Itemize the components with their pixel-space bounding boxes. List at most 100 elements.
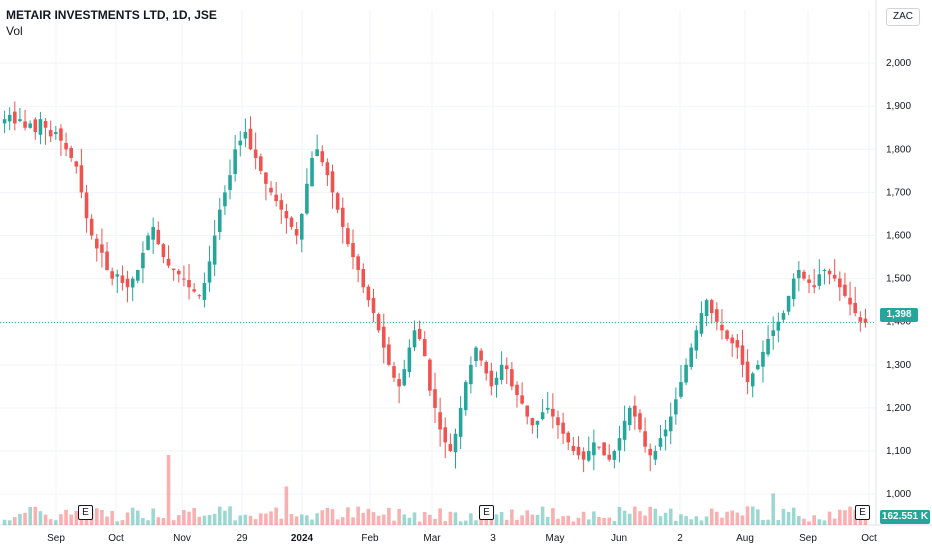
last-volume-badge: 162.551 K [880, 510, 930, 524]
candle-body [602, 442, 606, 456]
earnings-marker[interactable]: E [78, 505, 93, 520]
volume-bar [305, 515, 309, 525]
candle-body [120, 275, 125, 283]
volume-bar [730, 510, 735, 525]
volume-bar [279, 518, 284, 525]
volume-indicator-label[interactable]: Vol [6, 24, 23, 38]
volume-bar [171, 520, 176, 525]
x-tick-label: Aug [736, 533, 754, 544]
volume-bar [243, 514, 248, 525]
volume-bar [7, 520, 12, 525]
candle-body [74, 161, 79, 167]
volume-bar [740, 515, 745, 525]
volume-bar [479, 519, 483, 525]
candle-body [715, 309, 719, 322]
volume-bar [361, 512, 366, 525]
candle-body [704, 300, 709, 317]
volume-bar [838, 509, 842, 525]
x-tick-label: May [546, 533, 565, 544]
volume-bar [64, 509, 68, 525]
volume-bar [346, 507, 350, 525]
grid-lines [0, 0, 932, 526]
volume-bar [146, 520, 150, 525]
volume-bar [381, 514, 386, 525]
volume-bar [827, 511, 832, 525]
volume-bar [330, 509, 335, 525]
symbol-title[interactable]: METAIR INVESTMENTS LTD, 1D, JSE [6, 8, 217, 22]
candle-body [638, 413, 642, 430]
candle-body [212, 235, 217, 265]
price-axis[interactable]: 2,000 1,900 1,800 1,700 1,600 1,500 1,400 1,300… [886, 58, 911, 500]
volume-bar [433, 518, 437, 525]
candle-body [238, 140, 243, 146]
volume-bar [253, 519, 258, 525]
candle-body [504, 365, 509, 370]
x-tick-label: Oct [108, 533, 124, 544]
candle-body [556, 417, 560, 426]
earnings-marker[interactable]: E [855, 505, 870, 520]
volume-bar [484, 516, 489, 525]
candle-body [540, 412, 545, 420]
volume-bar [499, 512, 504, 525]
candle-body [141, 252, 145, 269]
candle-body [699, 313, 704, 334]
volume-bar [653, 508, 658, 525]
volume-bar [474, 520, 478, 525]
volume-bars [2, 455, 868, 525]
candle-body [176, 270, 181, 275]
volume-bar [212, 513, 217, 525]
candle-body [187, 280, 191, 288]
volume-bar [658, 516, 663, 525]
candle-body [100, 244, 104, 253]
candle-body [361, 269, 366, 288]
candle-body [479, 350, 483, 361]
currency-label[interactable]: ZAC [886, 8, 920, 26]
candle-body [207, 261, 212, 283]
candle-body [69, 147, 73, 158]
candle-body [822, 270, 827, 271]
volume-bar [504, 519, 509, 525]
time-axis[interactable]: Sep Oct Nov 29 2024 Feb Mar 3 May Jun 2 Aug Sep Oct [47, 533, 877, 544]
volume-bar [269, 511, 273, 525]
volume-bar [540, 506, 545, 525]
x-tick-label: 2024 [291, 533, 314, 544]
volume-bar [43, 514, 48, 525]
volume-bar [325, 507, 330, 525]
candle-body [489, 370, 494, 387]
candle-body [182, 278, 186, 280]
candle-body [18, 119, 22, 122]
volume-bar [530, 514, 535, 525]
candle-body [658, 438, 663, 447]
volume-bar [448, 511, 453, 525]
volume-bar [141, 517, 145, 525]
x-tick-label: Nov [173, 533, 191, 544]
volume-bar [786, 511, 791, 525]
y-tick-label: 1,900 [886, 101, 911, 112]
candle-body [95, 238, 99, 249]
earnings-marker[interactable]: E [479, 505, 494, 520]
y-tick-label: 1,300 [886, 360, 911, 371]
candle-body [443, 427, 448, 443]
candle-body [607, 454, 612, 460]
volume-bar [453, 512, 458, 525]
volume-bar [95, 508, 99, 525]
volume-bar [679, 514, 683, 525]
candle-body [648, 448, 653, 456]
volume-bar [597, 516, 601, 525]
candle-body [627, 407, 632, 426]
candle-body [571, 445, 576, 452]
candle-body [663, 429, 668, 437]
candle-body [802, 271, 806, 279]
volume-bar [551, 508, 555, 525]
candle-body [397, 379, 401, 387]
volume-bar [422, 511, 427, 525]
volume-bar [351, 517, 355, 525]
candle-body [617, 438, 622, 451]
candle-body [679, 382, 683, 397]
volume-bar [663, 512, 668, 525]
candle-body [448, 444, 453, 452]
volume-bar [376, 515, 381, 525]
y-tick-label: 1,800 [886, 144, 911, 155]
candle-body [853, 302, 857, 314]
